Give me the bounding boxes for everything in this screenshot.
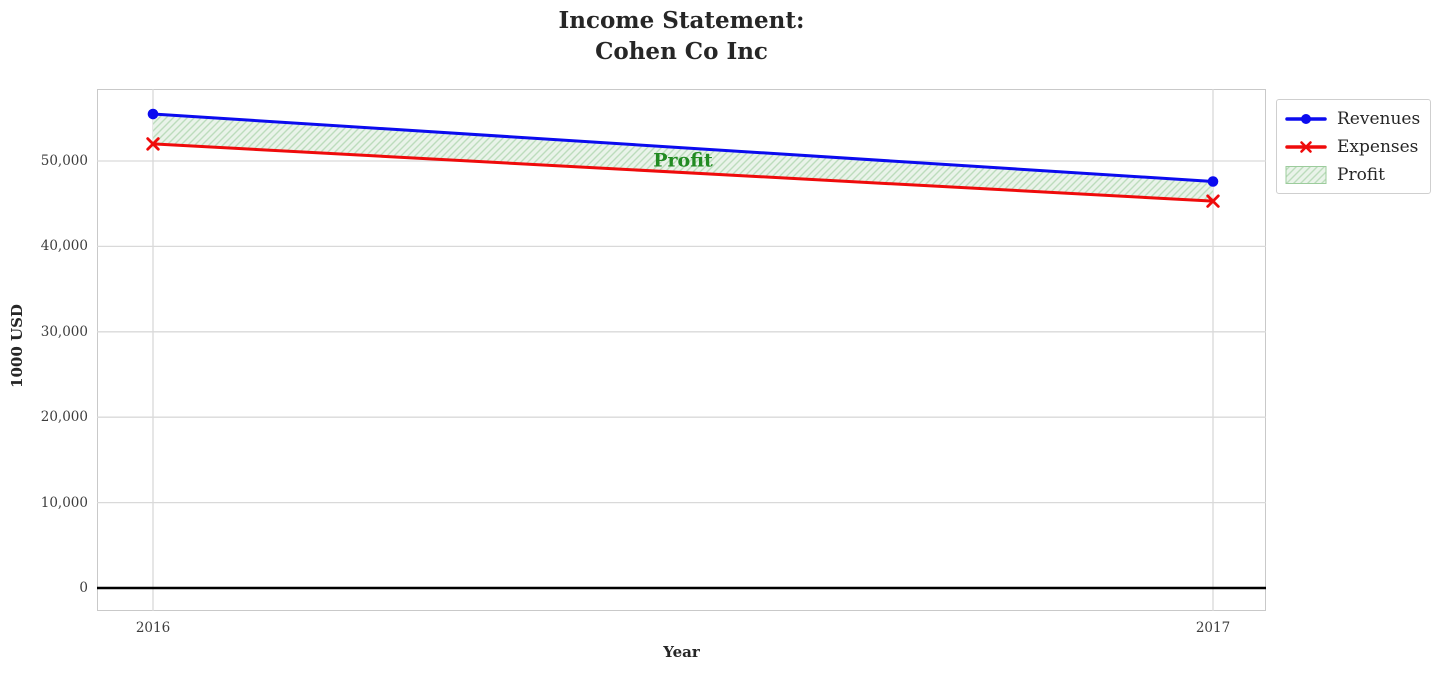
y-tick-label: 30,000	[40, 323, 88, 340]
revenues-line	[151, 112, 1214, 183]
hatched-patch-swatch-icon	[1285, 165, 1327, 184]
profit-band	[152, 113, 1213, 201]
y-tick-label: 50,000	[40, 153, 88, 169]
chart-title: Income Statement: Cohen Co Inc	[97, 5, 1266, 67]
expenses-marker	[145, 136, 160, 151]
legend-label: Revenues	[1337, 108, 1421, 129]
y-tick-label: 0	[79, 580, 88, 596]
chart-title-line1: Income Statement:	[558, 7, 805, 34]
plot-area: Profit	[96, 88, 1266, 611]
legend-label: Profit	[1337, 164, 1385, 185]
line-x-swatch-icon	[1285, 140, 1327, 153]
legend-item-revenues: Revenues	[1285, 106, 1420, 131]
legend-item-profit: Profit	[1285, 162, 1420, 187]
legend-item-expenses: Expenses	[1285, 134, 1420, 159]
legend: Revenues Expenses Profit	[1276, 99, 1432, 194]
y-axis-label: 1000 USD	[8, 304, 26, 388]
y-tick-label: 20,000	[40, 409, 88, 426]
legend-label: Expenses	[1337, 136, 1419, 157]
x-tick-label: 2016	[135, 620, 171, 636]
chart-canvas: Profit	[96, 88, 1266, 611]
expenses-line	[151, 141, 1214, 203]
x-axis-label: Year	[663, 643, 700, 661]
chart-title-line2: Cohen Co Inc	[595, 38, 768, 65]
line-circle-swatch-icon	[1285, 113, 1327, 124]
y-tick-label: 10,000	[40, 494, 88, 511]
revenues-marker	[147, 108, 158, 119]
revenues-marker	[1207, 175, 1218, 187]
y-tick-label: 40,000	[40, 238, 88, 255]
expenses-marker	[1205, 193, 1220, 208]
x-tick-label: 2017	[1195, 620, 1231, 636]
profit-annotation: Profit	[653, 149, 713, 171]
